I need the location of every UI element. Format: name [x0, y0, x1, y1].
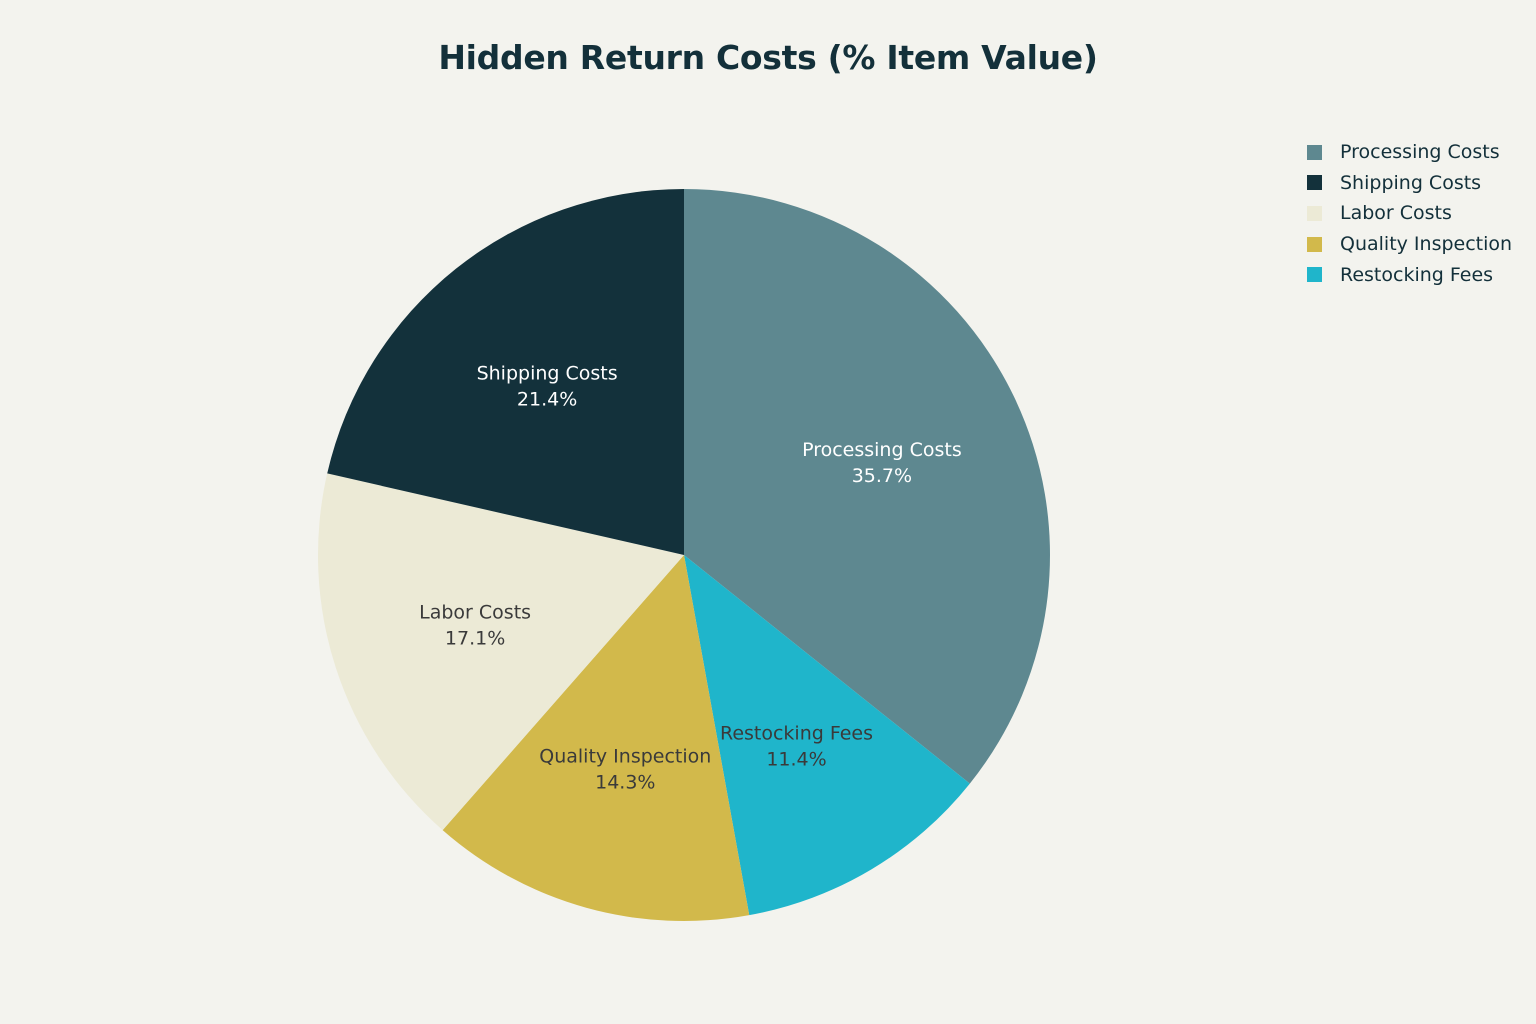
pie-slice-restocking-fees — [684, 555, 970, 916]
slice-label-labor-costs: Labor Costs — [419, 602, 531, 624]
legend-swatch — [1307, 175, 1322, 191]
slice-value-restocking-fees: 11.4% — [766, 749, 826, 771]
legend-item-shipping-costs: Shipping Costs — [1307, 168, 1512, 199]
slice-label-shipping-costs: Shipping Costs — [477, 362, 618, 384]
legend-item-labor-costs: Labor Costs — [1307, 198, 1512, 229]
legend: Processing Costs Shipping Costs Labor Cost… — [1307, 137, 1512, 290]
legend-label: Restocking Fees — [1340, 263, 1494, 286]
legend-swatch — [1307, 205, 1322, 221]
pie-slice-labels: Processing Costs 35.7% Restocking Fees 11.4… — [419, 362, 962, 793]
slice-value-shipping-costs: 21.4% — [517, 388, 577, 410]
legend-label: Shipping Costs — [1340, 171, 1482, 194]
legend-label: Processing Costs — [1340, 141, 1500, 164]
slice-label-processing-costs: Processing Costs — [802, 439, 962, 461]
slice-label-quality-inspection: Quality Inspection — [539, 746, 711, 768]
legend-label: Labor Costs — [1340, 202, 1452, 225]
legend-item-quality-inspection: Quality Inspection — [1307, 229, 1512, 260]
slice-value-quality-inspection: 14.3% — [595, 772, 655, 794]
chart-title: Hidden Return Costs (% Item Value) — [438, 38, 1098, 77]
legend-swatch — [1307, 236, 1322, 252]
pie-slices — [317, 189, 1050, 922]
pie-slice-labor-costs — [317, 473, 684, 831]
slice-value-labor-costs: 17.1% — [445, 628, 505, 650]
pie-slice-quality-inspection — [442, 555, 750, 922]
pie-slice-processing-costs — [684, 189, 1050, 784]
legend-swatch — [1307, 144, 1322, 160]
slice-value-processing-costs: 35.7% — [852, 465, 912, 487]
legend-item-restocking-fees: Restocking Fees — [1307, 259, 1512, 290]
legend-swatch — [1307, 267, 1322, 283]
slice-label-restocking-fees: Restocking Fees — [720, 723, 873, 745]
legend-item-processing-costs: Processing Costs — [1307, 137, 1512, 168]
pie-slice-shipping-costs — [327, 189, 684, 555]
legend-label: Quality Inspection — [1340, 233, 1513, 256]
